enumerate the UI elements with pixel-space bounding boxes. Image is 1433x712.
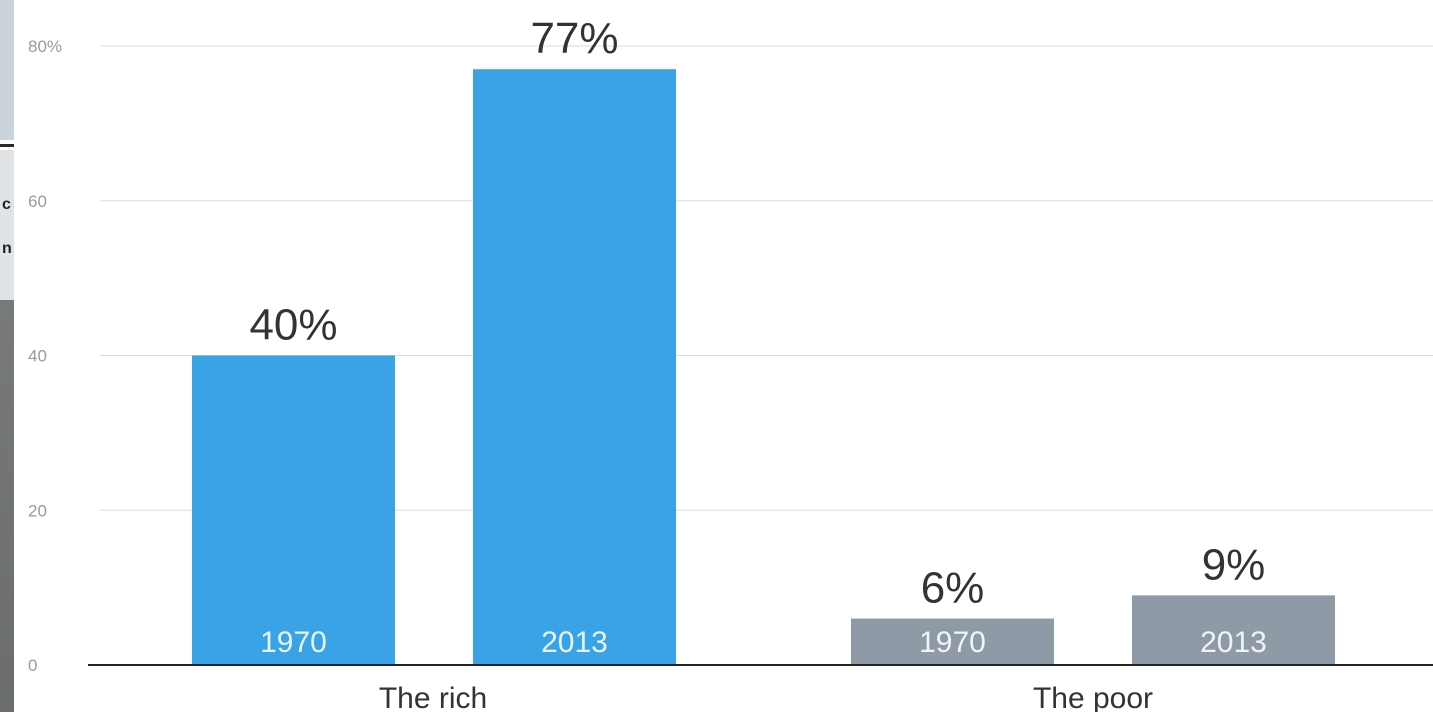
bar bbox=[473, 69, 676, 665]
adjacent-window-edge: c n bbox=[0, 0, 14, 712]
data-label: 77% bbox=[530, 14, 618, 63]
category-labels: The rich The poor bbox=[379, 682, 1153, 712]
bar-year-label: 2013 bbox=[541, 626, 608, 659]
bar bbox=[851, 618, 1054, 665]
edge-glyph-a: c bbox=[2, 196, 11, 213]
data-label: 40% bbox=[249, 301, 337, 350]
bar-year-label: 1970 bbox=[919, 626, 986, 659]
edge-glyph-b: n bbox=[2, 240, 12, 257]
y-tick-label: 40 bbox=[28, 347, 47, 366]
bars: 40% 1970 77% 2013 6% 1970 9% 2013 bbox=[192, 14, 1335, 665]
category-label: The rich bbox=[379, 682, 487, 712]
bar-year-label: 2013 bbox=[1200, 626, 1267, 659]
data-label: 9% bbox=[1202, 540, 1266, 589]
edge-divider bbox=[0, 144, 14, 147]
y-tick-label: 80% bbox=[28, 37, 62, 56]
category-label: The poor bbox=[1033, 682, 1153, 712]
bar bbox=[192, 355, 395, 665]
data-label: 6% bbox=[921, 564, 985, 613]
bar bbox=[1132, 595, 1335, 665]
bar-year-label: 1970 bbox=[260, 626, 327, 659]
y-tick-label: 0 bbox=[28, 656, 37, 675]
y-tick-label: 60 bbox=[28, 192, 47, 211]
y-axis-ticks: 0 20 40 60 80% bbox=[28, 37, 62, 675]
y-tick-label: 20 bbox=[28, 501, 47, 520]
